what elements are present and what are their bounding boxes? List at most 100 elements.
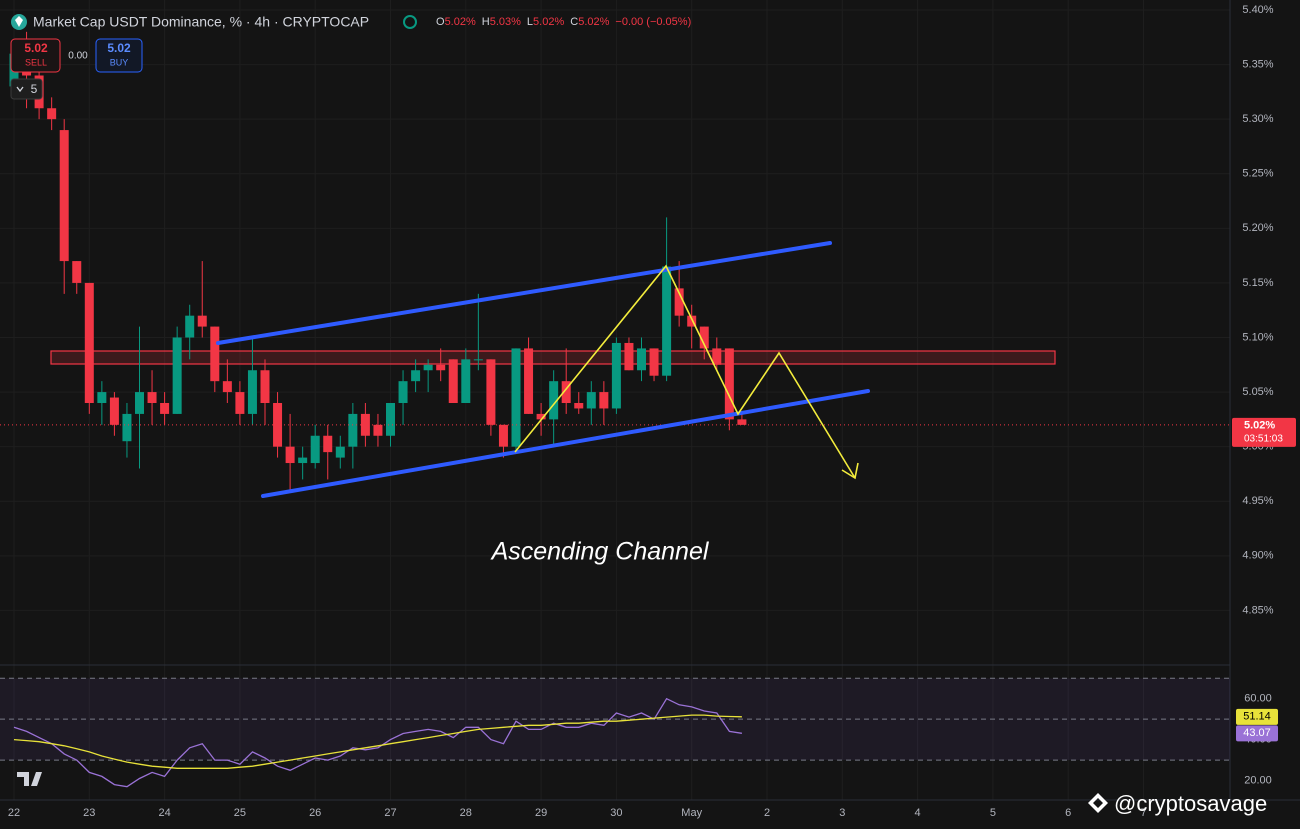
candle-body: [348, 413, 358, 447]
tv-logo: [17, 772, 42, 786]
candle-body: [436, 364, 446, 371]
y-tick-label: 5.10%: [1242, 331, 1273, 343]
watermark-logo: [1088, 793, 1108, 813]
x-tick-label: 5: [990, 807, 996, 819]
y-tick-label: 5.20%: [1242, 222, 1273, 234]
candle-body: [536, 413, 546, 420]
candle-body: [398, 381, 408, 403]
legend-value: 5.02%: [533, 16, 564, 28]
candle-body: [699, 326, 709, 349]
candle-body: [411, 370, 421, 382]
sell-price: 5.02: [24, 41, 48, 55]
rsi-line: [13, 697, 742, 788]
candle-body: [135, 392, 144, 414]
candle-body: [335, 446, 345, 458]
chevron: [16, 86, 24, 93]
watermark: @cryptosavage: [1114, 791, 1267, 816]
candle-body: [498, 424, 508, 447]
indicator-count: 5: [31, 82, 38, 96]
candle-body: [185, 315, 195, 338]
legend-value: 5.02%: [445, 16, 476, 28]
rsi-tick-label: 20.00: [1244, 774, 1272, 786]
candle-body: [561, 381, 571, 403]
candle-body: [373, 424, 383, 436]
legend-key: L: [527, 16, 533, 28]
candle-body: [737, 419, 747, 425]
candle-body: [260, 370, 270, 403]
x-tick-label: 6: [1065, 807, 1071, 819]
x-tick-label: 7: [1140, 807, 1146, 819]
y-tick-label: 5.05%: [1242, 386, 1273, 398]
channel-upper: [216, 241, 832, 345]
legend-key: C: [570, 16, 578, 28]
candle-body: [724, 348, 734, 420]
candle-body: [448, 359, 458, 403]
last-price-label: 5.02%: [1244, 420, 1275, 432]
candle-body: [637, 348, 646, 371]
buy-price: 5.02: [107, 41, 131, 55]
candle-body: [687, 315, 697, 327]
candle-body: [72, 261, 82, 283]
candle-body: [674, 288, 684, 316]
symbol-logo-mark: [15, 16, 23, 27]
axes: 4.85%4.90%4.95%5.00%5.05%5.10%5.15%5.20%…: [8, 4, 1296, 819]
legend-key: O: [436, 16, 445, 28]
rsi-badge-label: 43.07: [1243, 727, 1271, 739]
buy-label: BUY: [110, 57, 129, 67]
candle-body: [599, 392, 609, 409]
candle-body: [473, 359, 483, 361]
buy-button[interactable]: [95, 38, 143, 73]
y-tick-label: 4.90%: [1242, 550, 1273, 562]
x-tick-label: 28: [460, 807, 472, 819]
x-tick-label: May: [681, 807, 702, 819]
candle-body: [235, 392, 245, 414]
indicator-toggle[interactable]: [10, 78, 43, 100]
candle-body: [574, 403, 584, 409]
candle-body: [649, 348, 659, 376]
candle-body: [524, 348, 534, 414]
candle-body: [662, 266, 672, 376]
rsi-badge: [1236, 708, 1278, 725]
y-tick-label: 5.40%: [1242, 4, 1273, 16]
candle-body: [197, 315, 207, 327]
x-tick-label: 4: [915, 807, 921, 819]
y-tick-label: 5.25%: [1242, 168, 1273, 180]
candle-body: [273, 403, 283, 447]
candle-body: [549, 381, 559, 420]
x-tick-label: 2: [764, 807, 770, 819]
legend-value: −0.00 (−0.05%): [615, 16, 691, 28]
legend-key: H: [482, 16, 490, 28]
x-tick-label: 29: [535, 807, 547, 819]
candle-body: [310, 435, 320, 464]
channel-lower: [261, 389, 870, 498]
x-tick-label: 22: [8, 807, 20, 819]
y-tick-label: 4.85%: [1242, 604, 1273, 616]
y-tick-label: 4.95%: [1242, 495, 1273, 507]
candle-body: [210, 326, 220, 382]
rsi-pane: [0, 677, 1230, 788]
candle-body: [611, 342, 621, 409]
candle-body: [285, 446, 295, 464]
candle-body: [122, 413, 132, 442]
last-price-badge: [1232, 417, 1296, 447]
sell-button[interactable]: [10, 38, 61, 73]
x-tick-label: 27: [384, 807, 396, 819]
x-tick-label: 24: [158, 807, 170, 819]
candle-body: [511, 348, 521, 447]
rsi-line: [13, 714, 742, 769]
status-dot: [403, 15, 417, 29]
y-tick-label: 5.35%: [1242, 58, 1273, 70]
chart-title: Market Cap USDT Dominance, % · 4h · CRYP…: [33, 14, 369, 30]
candle-body: [323, 435, 333, 453]
candle-body: [47, 108, 57, 120]
candle-body: [423, 364, 433, 371]
y-tick-label: 5.15%: [1242, 277, 1273, 289]
candle-body: [298, 457, 308, 464]
candles: [0, 31, 1230, 491]
candle-body: [160, 403, 170, 414]
legend-value: 5.03%: [490, 16, 521, 28]
rsi-badge: [1236, 725, 1278, 742]
candle-body: [247, 370, 257, 414]
